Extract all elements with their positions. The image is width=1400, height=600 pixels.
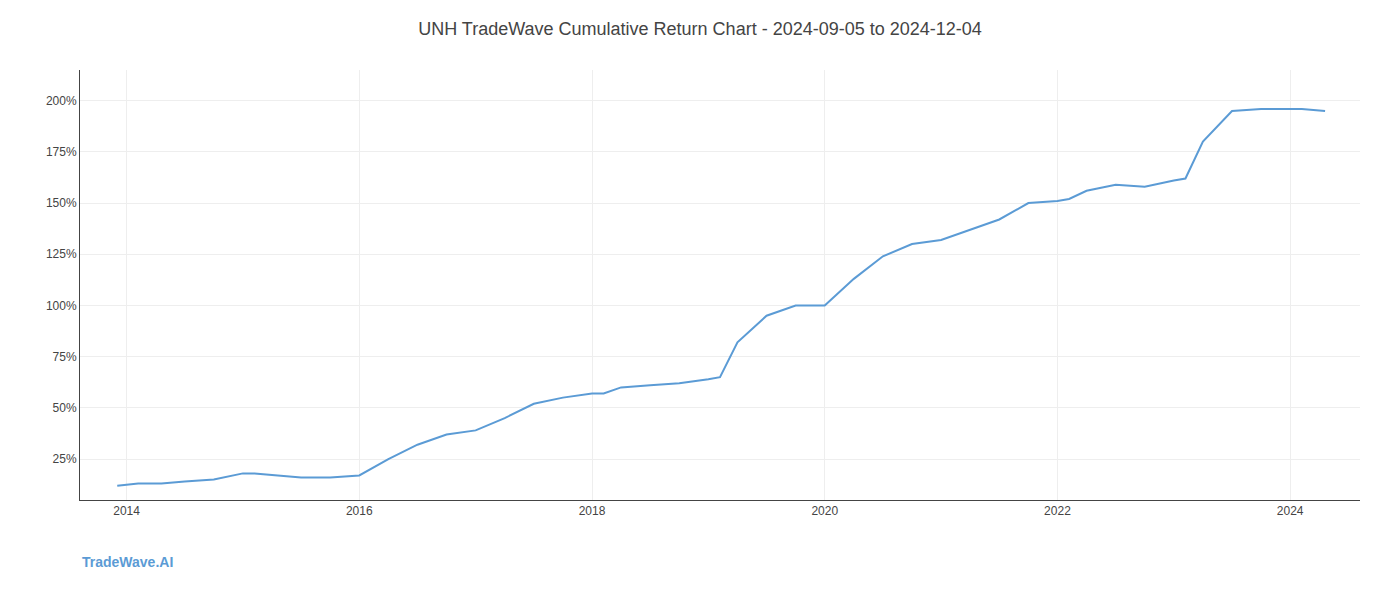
svg-text:125%: 125% — [46, 247, 77, 261]
svg-text:2022: 2022 — [1044, 504, 1071, 518]
svg-text:175%: 175% — [46, 145, 77, 159]
svg-text:200%: 200% — [46, 94, 77, 108]
svg-text:2014: 2014 — [113, 504, 140, 518]
svg-text:2018: 2018 — [579, 504, 606, 518]
svg-text:2016: 2016 — [346, 504, 373, 518]
svg-text:150%: 150% — [46, 196, 77, 210]
svg-text:100%: 100% — [46, 299, 77, 313]
svg-text:UNH TradeWave Cumulative Retur: UNH TradeWave Cumulative Return Chart - … — [418, 19, 982, 39]
svg-text:2020: 2020 — [811, 504, 838, 518]
svg-text:25%: 25% — [53, 452, 77, 466]
svg-text:2024: 2024 — [1277, 504, 1304, 518]
svg-text:75%: 75% — [53, 350, 77, 364]
svg-text:TradeWave.AI: TradeWave.AI — [82, 554, 173, 570]
svg-text:50%: 50% — [53, 401, 77, 415]
